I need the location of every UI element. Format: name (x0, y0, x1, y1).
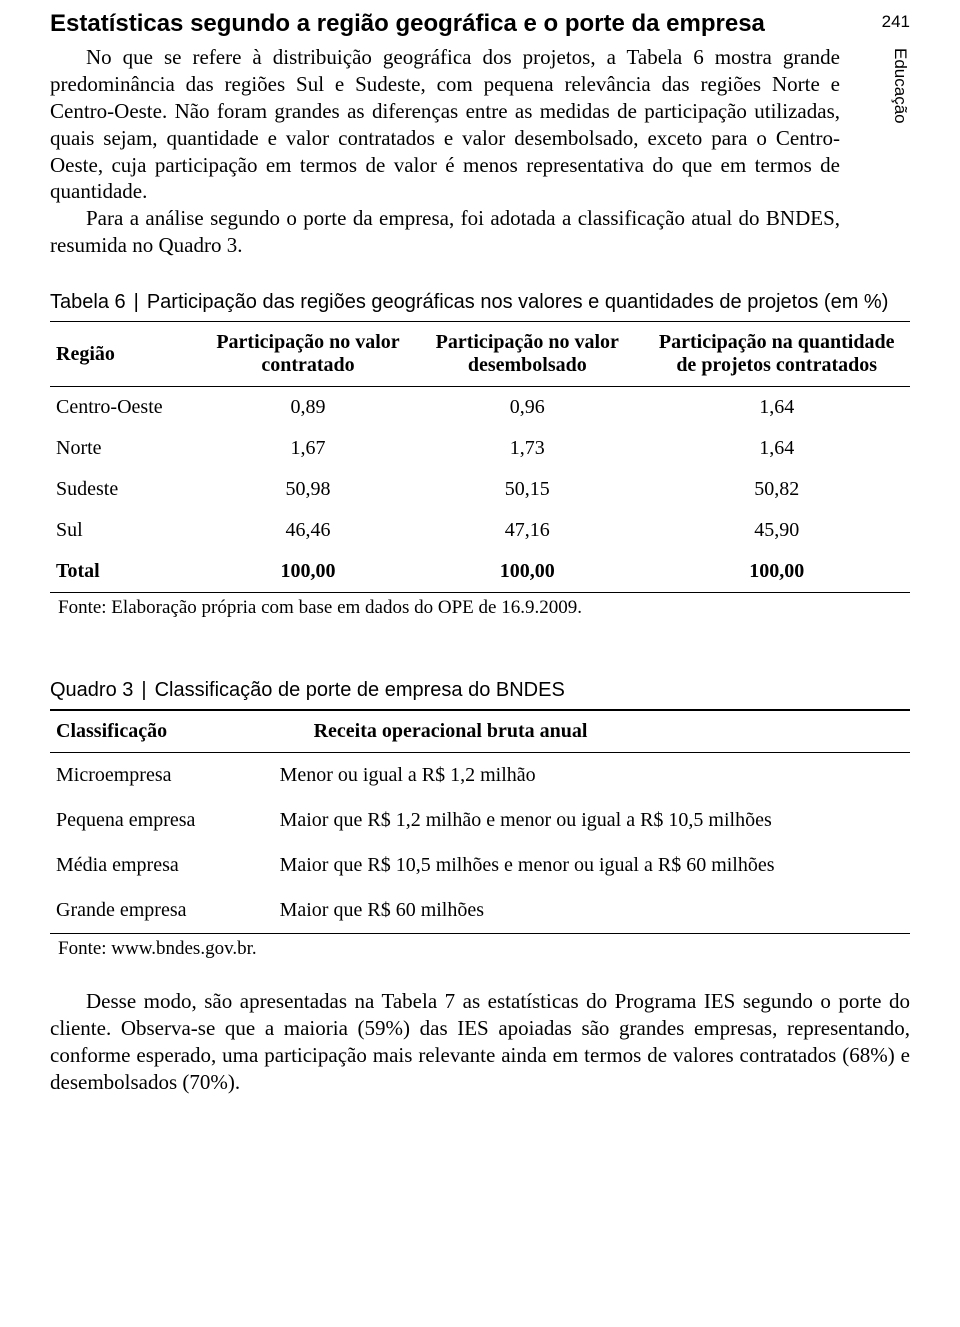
cell: 100,00 (411, 551, 643, 593)
table6-head-row: Região Participação no valor contratado … (50, 322, 910, 387)
table-separator: | (133, 677, 154, 703)
table-row: Centro-Oeste 0,89 0,96 1,64 (50, 387, 910, 429)
cell: 46,46 (205, 510, 411, 551)
quadro3-head-row: Classificação Receita operacional bruta … (50, 711, 910, 753)
table6-header-row: Tabela 6 | Participação das regiões geog… (50, 289, 910, 315)
cell: Microempresa (50, 753, 274, 799)
quadro3-col0: Classificação (50, 711, 274, 753)
cell: 1,67 (205, 428, 411, 469)
cell: Centro-Oeste (50, 387, 205, 429)
section-title: Estatísticas segundo a região geográfica… (50, 10, 910, 38)
cell: Sul (50, 510, 205, 551)
quadro3-source: Fonte: www.bndes.gov.br. (50, 938, 910, 960)
page-number-area: 241 (882, 12, 910, 32)
table6-col2: Participação no valor desembolsado (411, 322, 643, 387)
cell: Sudeste (50, 469, 205, 510)
cell: Maior que R$ 60 milhões (274, 888, 910, 934)
page-number: 241 (882, 12, 910, 31)
cell: Total (50, 551, 205, 593)
side-section-label: Educação (890, 48, 910, 124)
cell: Pequena empresa (50, 798, 274, 843)
quadro3-caption: Classificação de porte de empresa do BND… (155, 677, 565, 703)
table-row: Norte 1,67 1,73 1,64 (50, 428, 910, 469)
cell: 50,15 (411, 469, 643, 510)
cell: 50,98 (205, 469, 411, 510)
cell: 1,64 (643, 387, 910, 429)
cell: 0,96 (411, 387, 643, 429)
quadro3-col1: Receita operacional bruta anual (274, 711, 910, 753)
cell: 50,82 (643, 469, 910, 510)
table6-total-row: Total 100,00 100,00 100,00 (50, 551, 910, 593)
table-row: Média empresa Maior que R$ 10,5 milhões … (50, 843, 910, 888)
cell: 100,00 (205, 551, 411, 593)
cell: Menor ou igual a R$ 1,2 milhão (274, 753, 910, 799)
paragraph-3: Desse modo, são apresentadas na Tabela 7… (50, 988, 910, 1096)
table-row: Microempresa Menor ou igual a R$ 1,2 mil… (50, 753, 910, 799)
table-row: Sul 46,46 47,16 45,90 (50, 510, 910, 551)
cell: Grande empresa (50, 888, 274, 934)
table-row: Pequena empresa Maior que R$ 1,2 milhão … (50, 798, 910, 843)
table-row: Sudeste 50,98 50,15 50,82 (50, 469, 910, 510)
cell: Média empresa (50, 843, 274, 888)
cell: Norte (50, 428, 205, 469)
paragraph-2: Para a análise segundo o porte da empres… (50, 205, 910, 259)
table6-caption: Participação das regiões geográficas nos… (147, 289, 889, 315)
cell: Maior que R$ 1,2 milhão e menor ou igual… (274, 798, 910, 843)
cell: 45,90 (643, 510, 910, 551)
paragraph-1: No que se refere à distribuição geográfi… (50, 44, 910, 205)
cell: Maior que R$ 10,5 milhões e menor ou igu… (274, 843, 910, 888)
cell: 1,73 (411, 428, 643, 469)
cell: 100,00 (643, 551, 910, 593)
quadro3: Classificação Receita operacional bruta … (50, 710, 910, 934)
table6-col1: Participação no valor contratado (205, 322, 411, 387)
cell: 1,64 (643, 428, 910, 469)
cell: 0,89 (205, 387, 411, 429)
table6-label: Tabela 6 (50, 289, 126, 315)
quadro3-label: Quadro 3 (50, 677, 133, 703)
quadro3-block: Quadro 3 | Classificação de porte de emp… (50, 677, 910, 960)
quadro3-header-row: Quadro 3 | Classificação de porte de emp… (50, 677, 910, 703)
table-row: Grande empresa Maior que R$ 60 milhões (50, 888, 910, 934)
table-separator: | (126, 289, 147, 315)
table6-source: Fonte: Elaboração própria com base em da… (50, 597, 910, 619)
table6-block: Tabela 6 | Participação das regiões geog… (50, 289, 910, 619)
table6-col0: Região (50, 322, 205, 387)
cell: 47,16 (411, 510, 643, 551)
table6: Região Participação no valor contratado … (50, 321, 910, 593)
table6-col3: Participação na quantidade de projetos c… (643, 322, 910, 387)
